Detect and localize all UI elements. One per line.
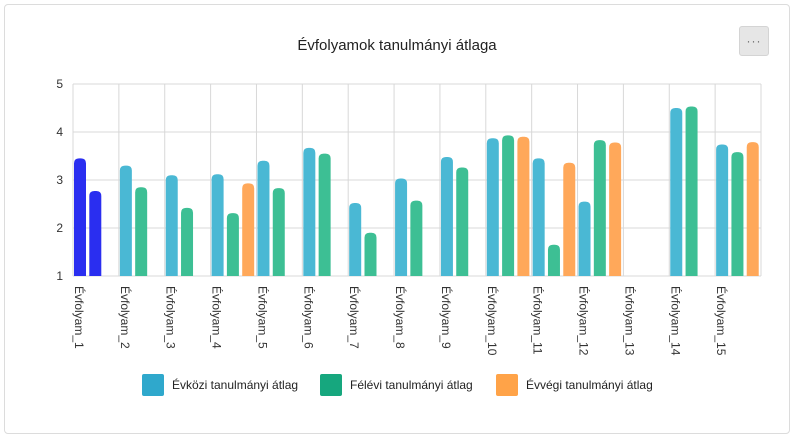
y-tick-label: 1 — [56, 269, 63, 283]
legend-swatch-evkozi — [142, 374, 164, 396]
bar-felevi-9[interactable] — [456, 167, 469, 276]
bar-felevi-3[interactable] — [181, 207, 194, 276]
bar-evvegi-12[interactable] — [609, 142, 622, 276]
bar-evkozi-9[interactable] — [440, 156, 453, 276]
x-tick-label: Évfolyam_14 — [668, 286, 683, 356]
bar-felevi-5[interactable] — [272, 188, 285, 276]
x-axis: Évfolyam_1 Évfolyam_2 Évfolyam_3 Évfolyam_4… — [72, 286, 729, 356]
x-tick-label: Évfolyam_1 — [72, 286, 87, 349]
x-tick-label: Évfolyam_4 — [210, 286, 225, 349]
y-tick-label: 5 — [56, 77, 63, 91]
y-axis: 1 2 3 4 5 — [56, 77, 63, 283]
legend-item-evkozi[interactable]: Évközi tanulmányi átlag — [142, 372, 298, 398]
bar-evkozi-8[interactable] — [395, 178, 408, 276]
legend-swatch-evvegi — [496, 374, 518, 396]
bar-evkozi-11[interactable] — [532, 158, 545, 276]
bar-chart: Évfolyamok tanulmányi átlaga 1 2 3 4 5 Évfol… — [56, 37, 762, 356]
bar-felevi-7[interactable] — [364, 232, 377, 276]
bar-evkozi-5[interactable] — [257, 160, 270, 276]
legend-item-felevi[interactable]: Félévi tanulmányi átlag — [320, 372, 473, 398]
bar-evkozi-4[interactable] — [211, 174, 224, 276]
x-tick-label: Évfolyam_13 — [622, 286, 637, 356]
legend-swatch-felevi — [320, 374, 342, 396]
bar-evkozi-12[interactable] — [578, 201, 591, 276]
bar-evvegi-4[interactable] — [242, 183, 255, 276]
bar-felevi-15[interactable] — [731, 152, 744, 276]
legend-label-evkozi: Évközi tanulmányi átlag — [172, 378, 299, 392]
bar-evvegi-10[interactable] — [517, 136, 530, 276]
bar-evvegi-15[interactable] — [746, 142, 759, 276]
legend-label-felevi: Félévi tanulmányi átlag — [350, 378, 473, 392]
x-tick-label: Évfolyam_3 — [164, 286, 179, 349]
bar-felevi-1[interactable] — [89, 191, 102, 276]
legend-label-evvegi: Évvégi tanulmányi átlag — [526, 378, 653, 392]
bar-felevi-10[interactable] — [502, 135, 515, 276]
x-tick-label: Évfolyam_9 — [439, 286, 454, 349]
x-tick-label: Évfolyam_5 — [255, 286, 270, 349]
x-tick-label: Évfolyam_10 — [485, 286, 500, 356]
bar-evkozi-15[interactable] — [716, 144, 729, 276]
y-tick-label: 3 — [56, 173, 63, 187]
bar-evkozi-2[interactable] — [119, 165, 132, 276]
bar-evkozi-3[interactable] — [165, 175, 178, 276]
bar-evkozi-14[interactable] — [670, 108, 683, 276]
bar-evkozi-6[interactable] — [303, 147, 316, 276]
x-tick-label: Évfolyam_6 — [301, 286, 316, 349]
x-tick-label: Évfolyam_7 — [347, 286, 362, 349]
grid-lines — [72, 83, 762, 277]
y-tick-label: 4 — [56, 125, 63, 139]
chart-title: Évfolyamok tanulmányi átlaga — [297, 37, 497, 54]
chart-legend: Évközi tanulmányi átlag Félévi tanulmány… — [0, 372, 798, 398]
x-tick-label: Évfolyam_2 — [118, 286, 133, 349]
bar-felevi-4[interactable] — [226, 213, 239, 276]
x-tick-label: Évfolyam_12 — [577, 286, 592, 356]
x-tick-label: Évfolyam_15 — [714, 286, 729, 356]
bars — [74, 106, 759, 276]
chart-menu-button[interactable]: ··· — [739, 26, 769, 56]
bar-felevi-12[interactable] — [593, 140, 606, 276]
bar-evkozi-10[interactable] — [486, 138, 499, 276]
bar-felevi-6[interactable] — [318, 153, 331, 276]
y-tick-label: 2 — [56, 221, 63, 235]
x-tick-label: Évfolyam_11 — [531, 286, 546, 355]
legend-item-evvegi[interactable]: Évvégi tanulmányi átlag — [496, 372, 653, 398]
bar-evkozi-1[interactable] — [74, 158, 86, 276]
bar-evkozi-7[interactable] — [349, 203, 362, 276]
more-icon: ··· — [746, 34, 762, 48]
bar-felevi-11[interactable] — [547, 244, 560, 276]
bar-felevi-8[interactable] — [410, 200, 423, 276]
bar-evvegi-11[interactable] — [563, 162, 576, 276]
bar-felevi-14[interactable] — [685, 106, 698, 276]
bar-felevi-2[interactable] — [135, 187, 148, 276]
x-tick-label: Évfolyam_8 — [393, 286, 408, 349]
